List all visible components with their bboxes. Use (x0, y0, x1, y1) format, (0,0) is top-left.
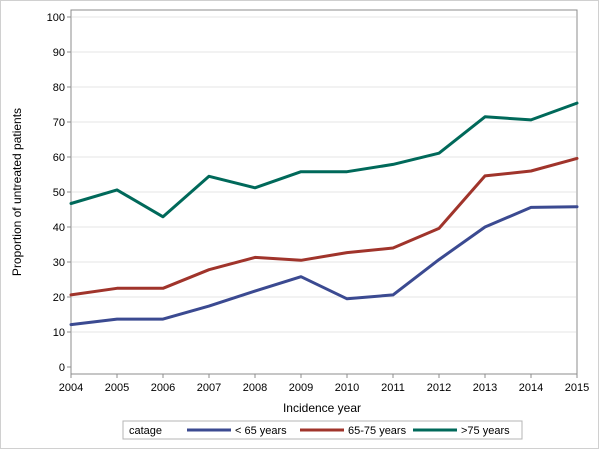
y-tick-label: 50 (53, 187, 65, 199)
x-tick-label: 2011 (381, 382, 405, 394)
y-tick-label: 60 (53, 152, 65, 164)
x-tick-label: 2012 (427, 382, 451, 394)
x-tick-label: 2006 (151, 382, 175, 394)
x-axis: 2004 2005 2006 2007 2008 2009 2010 2011 2012 2013… (59, 374, 589, 394)
y-axis-title: Proportion of untreated patients (10, 108, 24, 276)
y-tick-label: 0 (59, 362, 65, 374)
x-tick-label: 2015 (565, 382, 589, 394)
y-tick-label: 100 (47, 12, 65, 24)
y-tick-label: 20 (53, 292, 65, 304)
y-axis: 0 10 20 30 40 50 60 70 80 90 100 (47, 12, 71, 374)
y-tick-label: 40 (53, 222, 65, 234)
y-tick-label: 90 (53, 47, 65, 59)
x-tick-label: 2005 (105, 382, 129, 394)
x-tick-label: 2008 (243, 382, 267, 394)
y-tick-label: 10 (53, 327, 65, 339)
x-tick-label: 2013 (473, 382, 497, 394)
y-tick-label: 80 (53, 82, 65, 94)
legend: catage < 65 years 65-75 years >75 years (122, 420, 523, 440)
legend-label: 65-75 years (348, 425, 407, 437)
x-tick-label: 2004 (59, 382, 83, 394)
x-tick-label: 2009 (289, 382, 313, 394)
series-lines (69, 101, 579, 327)
y-tick-label: 30 (53, 257, 65, 269)
x-tick-label: 2007 (197, 382, 221, 394)
legend-title: catage (129, 425, 162, 437)
grid-lines (72, 16, 576, 333)
legend-label: < 65 years (235, 425, 287, 437)
series-line (69, 205, 579, 327)
series-line (69, 101, 579, 219)
series-line (69, 156, 579, 297)
x-tick-label: 2010 (335, 382, 359, 394)
x-tick-label: 2014 (519, 382, 543, 394)
x-axis-title: Incidence year (283, 401, 361, 415)
legend-items: < 65 years 65-75 years >75 years (187, 425, 510, 437)
y-tick-label: 70 (53, 117, 65, 129)
legend-label: >75 years (461, 425, 510, 437)
